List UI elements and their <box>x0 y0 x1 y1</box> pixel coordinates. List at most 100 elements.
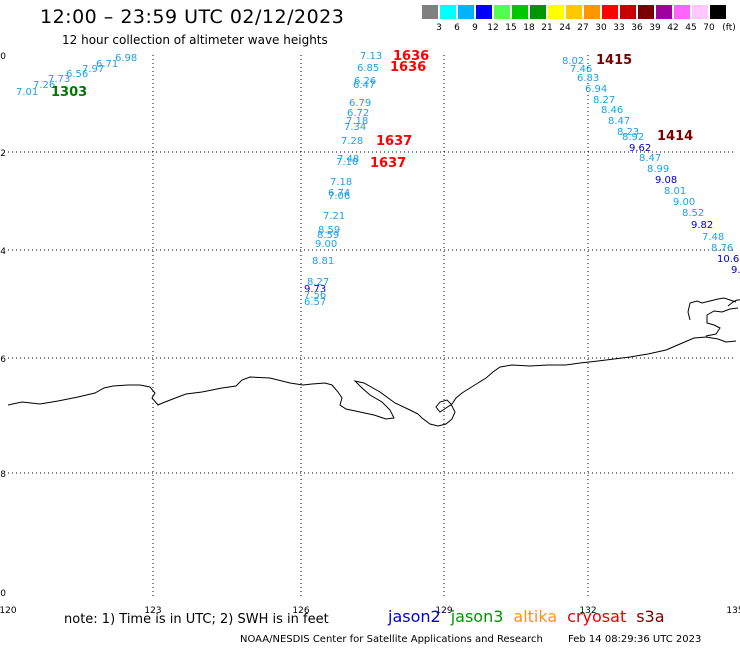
swh-label: 7.06 <box>328 191 350 202</box>
swh-label: 7.48 <box>702 232 724 243</box>
swh-label: 8.81 <box>312 256 334 267</box>
swh-label: 8.52 <box>682 208 704 219</box>
legend-tick-label: 3 <box>436 23 442 33</box>
swh-label: 8.99 <box>647 164 669 175</box>
swh-label: 7.73 <box>48 74 70 85</box>
swh-label: 7.21 <box>323 211 345 222</box>
legend-swatch <box>656 5 672 19</box>
legend-tick-label: 36 <box>631 23 643 33</box>
page-title: 12:00 – 23:59 UTC 02/12/2023 <box>40 6 345 28</box>
swh-label: 9.73 <box>304 284 326 295</box>
swh-label: 7.97 <box>82 64 104 75</box>
legend-tick-label: 39 <box>649 23 661 33</box>
legend-tick-label: 45 <box>685 23 697 33</box>
legend-tick-label: 12 <box>487 23 499 33</box>
lon-tick-label: 123 <box>144 606 161 616</box>
legend-swatch <box>440 5 456 19</box>
swh-label: 6.26 <box>354 76 376 87</box>
swh-label: 9.82 <box>691 220 713 231</box>
satellite-name: jason3 <box>450 607 504 626</box>
swh-label: 10.6 <box>717 254 739 265</box>
swh-label: 6.74 <box>328 188 350 199</box>
lat-tick-label: -62 <box>0 149 6 159</box>
satellite-name: jason2 <box>388 607 441 626</box>
antarctic-coastline <box>7 297 740 427</box>
legend-tick-label: 33 <box>613 23 625 33</box>
legend-swatch <box>710 5 726 19</box>
swh-label: 9.62 <box>629 143 651 154</box>
lat-tick-label: -70 <box>0 589 6 599</box>
swh-label: 8.59 <box>317 230 339 241</box>
legend-swatch <box>566 5 582 19</box>
swh-label: 8.76 <box>711 243 733 254</box>
legend-swatch <box>548 5 564 19</box>
lat-tick-label: -68 <box>0 470 6 480</box>
credit-text: NOAA/NESDIS Center for Satellite Applica… <box>240 634 543 645</box>
swh-label: 9.08 <box>655 175 677 186</box>
legend-swatch <box>674 5 690 19</box>
legend-swatch <box>620 5 636 19</box>
legend-swatch <box>422 5 438 19</box>
swh-label: 7.28 <box>341 136 363 147</box>
legend-swatch <box>584 5 600 19</box>
satellite-legend: jason2 jason3 altika cryosat s3a <box>388 607 675 626</box>
lat-tick-label: -64 <box>0 247 6 257</box>
page-subtitle: 12 hour collection of altimeter wave hei… <box>62 33 328 47</box>
legend-tick-label: 70 <box>703 23 715 33</box>
swh-label: 6.56 <box>66 69 88 80</box>
swh-label: 9. <box>731 265 740 276</box>
legend-swatch <box>692 5 708 19</box>
legend-tick-label: 9 <box>472 23 478 33</box>
swh-label: 8.47 <box>608 116 630 127</box>
satellite-name: s3a <box>636 607 665 626</box>
generated-timestamp: Feb 14 08:29:36 UTC 2023 <box>568 634 702 645</box>
swh-label: 7.46 <box>570 64 592 75</box>
lon-tick-label: 135 <box>726 606 740 616</box>
legend-tick-label: 24 <box>559 23 571 33</box>
time-label: 1303 <box>51 85 87 100</box>
time-label: 1636 <box>393 49 429 64</box>
lon-tick-label: 120 <box>0 606 17 616</box>
swh-label: 6.83 <box>577 73 599 84</box>
legend-swatch <box>458 5 474 19</box>
swh-label: 8.01 <box>664 186 686 197</box>
swh-label: 9.00 <box>315 239 337 250</box>
legend-tick-label: 6 <box>454 23 460 33</box>
time-label: 1415 <box>596 53 632 68</box>
swh-label: 7.48 <box>337 154 359 165</box>
legend-tick-label: 18 <box>523 23 535 33</box>
swh-label: 9.00 <box>673 197 695 208</box>
lat-tick-label: -60 <box>0 52 6 62</box>
swh-label: 6.47 <box>353 80 375 91</box>
swh-label: 7.34 <box>344 122 366 133</box>
swh-label: 6.85 <box>357 63 379 74</box>
legend-swatch <box>530 5 546 19</box>
swh-label: 6.94 <box>585 84 607 95</box>
swh-label: 6.79 <box>349 98 371 109</box>
swh-label: 8.23 <box>617 127 639 138</box>
legend-tick-label: 42 <box>667 23 679 33</box>
swh-label: 7.18 <box>346 116 368 127</box>
time-label: 1414 <box>657 129 693 144</box>
swh-label: 6.72 <box>347 108 369 119</box>
legend-tick-label: 21 <box>541 23 553 33</box>
legend-swatch <box>638 5 654 19</box>
legend-swatch <box>494 5 510 19</box>
swh-label: 7.56 <box>304 290 326 301</box>
swh-label: 7.26 <box>33 80 55 91</box>
swh-label: 7.01 <box>16 87 38 98</box>
swh-label: 8.27 <box>593 95 615 106</box>
credit-line: NOAA/NESDIS Center for Satellite Applica… <box>240 634 723 645</box>
legend-unit: (ft) <box>722 23 736 33</box>
lon-tick-label: 126 <box>292 606 309 616</box>
time-label: 1637 <box>376 134 412 149</box>
legend-swatch <box>512 5 528 19</box>
swh-label: 6.71 <box>96 59 118 70</box>
swh-label: 8.59 <box>318 225 340 236</box>
time-label: 1636 <box>390 60 426 75</box>
altimeter-labels: 6.986.717.976.567.737.267.01 7.136.85 6.26… <box>16 49 740 308</box>
legend-tick-label: 27 <box>577 23 589 33</box>
units-note: note: 1) Time is in UTC; 2) SWH is in fe… <box>64 612 329 627</box>
lon-tick-label: 132 <box>579 606 596 616</box>
